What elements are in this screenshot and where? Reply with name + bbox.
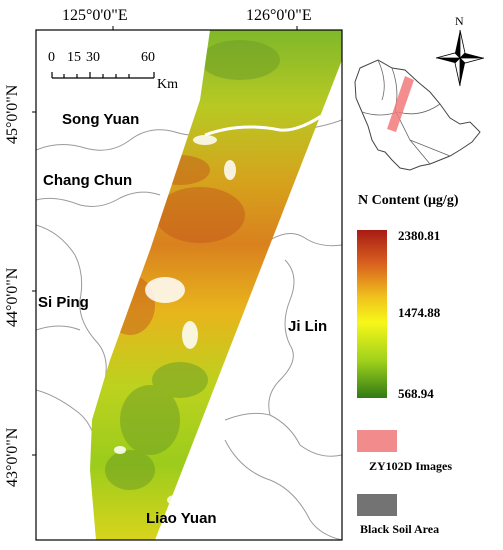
legend-min: 568.94 [398, 386, 434, 401]
city-ji-lin: Ji Lin [288, 318, 328, 335]
north-arrow-icon [435, 29, 485, 87]
city-si-ping: Si Ping [38, 294, 89, 311]
legend-label-black-soil: Black Soil Area [360, 522, 440, 536]
inset-map [354, 59, 481, 171]
legend-gradient [357, 230, 387, 398]
city-chang-chun: Chang Chun [43, 172, 133, 189]
scale-label-0: 0 [48, 50, 55, 65]
longitude-label-126: 126°0'0"E [246, 7, 312, 24]
legend-swatch-black-soil [357, 494, 397, 516]
legend-mid: 1474.88 [398, 305, 441, 320]
legend-label-images: ZY102D Images [369, 459, 452, 473]
longitude-label-125: 125°0'0"E [62, 7, 128, 24]
north-label: N [455, 14, 464, 28]
scale-unit: Km [157, 77, 178, 92]
city-liao-yuan: Liao Yuan [146, 510, 217, 527]
admin-boundaries [36, 119, 342, 540]
legend-max: 2380.81 [398, 228, 441, 243]
frame-ticks [32, 26, 298, 456]
city-song-yuan: Song Yuan [62, 111, 140, 128]
scale-label-30: 30 [86, 50, 100, 65]
scale-bar [51, 72, 155, 79]
scale-label-60: 60 [141, 50, 155, 65]
legend-swatch-images [357, 430, 397, 452]
scale-label-15: 15 [67, 50, 81, 65]
legend-title: N Content (μg/g) [358, 193, 459, 208]
